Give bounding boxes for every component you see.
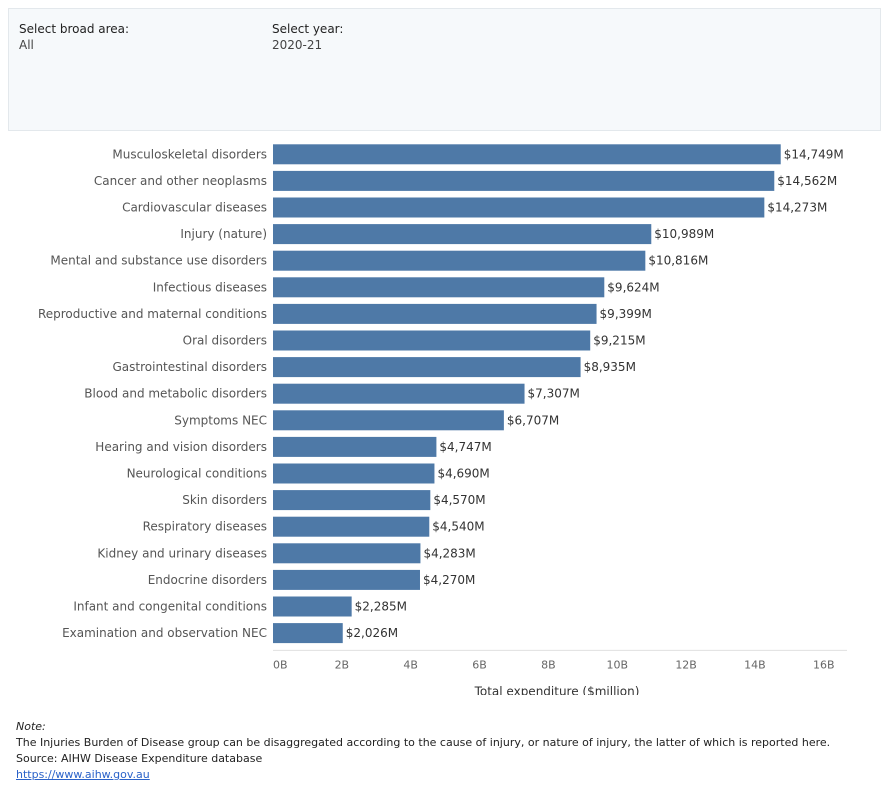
category-label: Gastrointestinal disorders	[113, 360, 268, 374]
source-text: Source: AIHW Disease Expenditure databas…	[16, 752, 263, 765]
data-label: $10,989M	[654, 227, 714, 241]
data-label: $4,283M	[423, 546, 475, 560]
category-label: Reproductive and maternal conditions	[38, 307, 267, 321]
category-label: Examination and observation NEC	[62, 626, 267, 640]
data-label: $9,215M	[593, 334, 645, 348]
data-label: $14,273M	[767, 201, 827, 215]
data-label: $14,749M	[784, 147, 844, 161]
year-filter-label: Select year:	[272, 22, 344, 36]
data-label: $4,270M	[423, 573, 475, 587]
bar	[273, 224, 652, 245]
x-tick-label: 2B	[335, 658, 350, 671]
category-label: Skin disorders	[182, 493, 267, 507]
expenditure-bar-chart: Musculoskeletal disorders $14,749M Cancer …	[38, 144, 847, 695]
notes-section: Note: The Injuries Burden of Disease gro…	[16, 719, 830, 783]
category-label: Mental and substance use disorders	[50, 254, 267, 268]
category-label: Endocrine disorders	[148, 573, 267, 587]
bar	[273, 197, 765, 218]
category-label: Blood and metabolic disorders	[84, 387, 267, 401]
filter-panel: Select broad area: All Select year: 2020…	[8, 8, 881, 131]
x-tick-label: 14B	[744, 658, 766, 671]
category-label: Injury (nature)	[180, 227, 267, 241]
bar	[273, 250, 646, 271]
bar	[273, 277, 605, 298]
data-label: $4,690M	[437, 467, 489, 481]
data-label: $10,816M	[648, 254, 708, 268]
bar	[273, 436, 437, 457]
bar	[273, 490, 431, 511]
category-label: Cancer and other neoplasms	[94, 174, 267, 188]
bar	[273, 170, 775, 191]
x-tick-label: 4B	[403, 658, 418, 671]
data-label: $4,747M	[439, 440, 491, 454]
category-label: Neurological conditions	[127, 467, 267, 481]
broad-area-filter-value[interactable]: All	[19, 38, 34, 52]
broad-area-filter-label: Select broad area:	[19, 22, 130, 36]
data-label: $4,540M	[432, 520, 484, 534]
aihw-link[interactable]: https://www.aihw.gov.au	[16, 768, 150, 781]
note-text: The Injuries Burden of Disease group can…	[16, 736, 831, 749]
bar	[273, 144, 781, 165]
note-title: Note:	[16, 720, 46, 733]
data-label: $8,935M	[584, 360, 636, 374]
bar	[273, 516, 430, 537]
data-label: $2,285M	[355, 600, 407, 614]
broad-area-filter[interactable]: Select broad area: All	[19, 21, 129, 53]
category-label: Oral disorders	[183, 334, 267, 348]
bar	[273, 410, 504, 431]
x-tick-label: 10B	[606, 658, 628, 671]
x-tick-label: 8B	[541, 658, 556, 671]
bar	[273, 383, 525, 404]
bar	[273, 623, 343, 644]
x-tick-label: 6B	[472, 658, 487, 671]
category-label: Symptoms NEC	[174, 413, 267, 427]
category-label: Respiratory diseases	[143, 520, 267, 534]
category-label: Hearing and vision disorders	[95, 440, 267, 454]
bar	[273, 330, 591, 351]
bar	[273, 596, 352, 617]
x-tick-label: 12B	[675, 658, 697, 671]
data-label: $9,399M	[600, 307, 652, 321]
category-label: Musculoskeletal disorders	[112, 147, 267, 161]
data-label: $4,570M	[433, 493, 485, 507]
category-label: Kidney and urinary diseases	[97, 546, 267, 560]
bar	[273, 357, 581, 378]
bar	[273, 543, 421, 564]
bar	[273, 303, 597, 324]
data-label: $7,307M	[528, 387, 580, 401]
x-tick-label: 0B	[273, 658, 288, 671]
category-label: Infectious diseases	[153, 280, 267, 294]
data-label: $14,562M	[777, 174, 837, 188]
data-label: $9,624M	[607, 280, 659, 294]
data-label: $2,026M	[346, 626, 398, 640]
bar	[273, 569, 420, 590]
bar	[273, 463, 435, 484]
category-label: Infant and congenital conditions	[73, 600, 267, 614]
category-label: Cardiovascular diseases	[122, 201, 267, 215]
x-axis-title: Total expenditure ($million)	[474, 684, 640, 695]
year-filter[interactable]: Select year: 2020-21	[272, 21, 343, 53]
data-label: $6,707M	[507, 413, 559, 427]
year-filter-value[interactable]: 2020-21	[272, 38, 323, 52]
x-tick-label: 16B	[813, 658, 835, 671]
